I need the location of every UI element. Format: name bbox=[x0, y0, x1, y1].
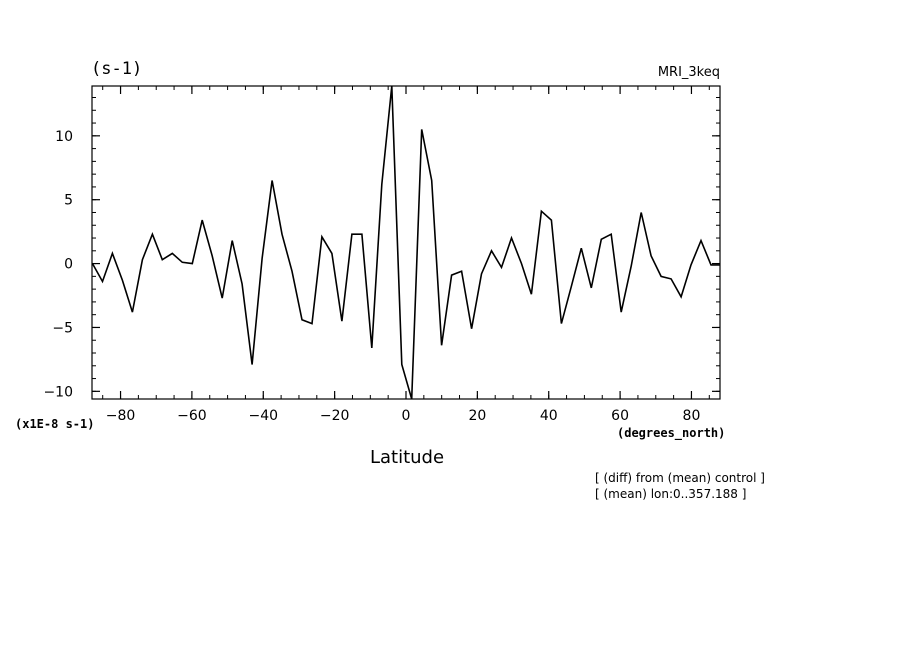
note-line-2: [ (mean) lon:0..357.188 ] bbox=[595, 487, 746, 501]
units-label: (s-1) bbox=[91, 59, 142, 79]
x-tick-label: 60 bbox=[611, 408, 629, 424]
tick-labels: −80 −60 −40 −20 0 20 40 60 80 −10 −5 0 5 10 bbox=[43, 129, 700, 424]
series-line bbox=[91, 85, 720, 400]
y-tick-label: −5 bbox=[52, 320, 73, 336]
y-tick-label: 10 bbox=[55, 129, 73, 145]
x-tick-label: −40 bbox=[248, 408, 278, 424]
x-tick-label: 0 bbox=[402, 408, 411, 424]
y-scale-label: (x1E-8 s-1) bbox=[15, 417, 94, 431]
x-units-label: (degrees_north) bbox=[617, 426, 725, 441]
plot-frame bbox=[91, 85, 721, 400]
note-line-1: [ (diff) from (mean) control ] bbox=[595, 471, 765, 485]
tick-marks bbox=[92, 86, 720, 399]
x-axis-label: Latitude bbox=[370, 447, 444, 468]
series-layer bbox=[91, 85, 720, 400]
model-label: MRI_3keq bbox=[658, 65, 720, 80]
x-tick-label: −60 bbox=[177, 408, 207, 424]
x-tick-label: 80 bbox=[683, 408, 701, 424]
x-tick-label: 40 bbox=[540, 408, 558, 424]
x-tick-label: 20 bbox=[468, 408, 486, 424]
y-tick-label: 5 bbox=[64, 193, 73, 209]
x-tick-label: −80 bbox=[106, 408, 136, 424]
y-tick-label: 0 bbox=[64, 257, 73, 273]
y-tick-label: −10 bbox=[43, 384, 73, 400]
x-tick-label: −20 bbox=[320, 408, 350, 424]
